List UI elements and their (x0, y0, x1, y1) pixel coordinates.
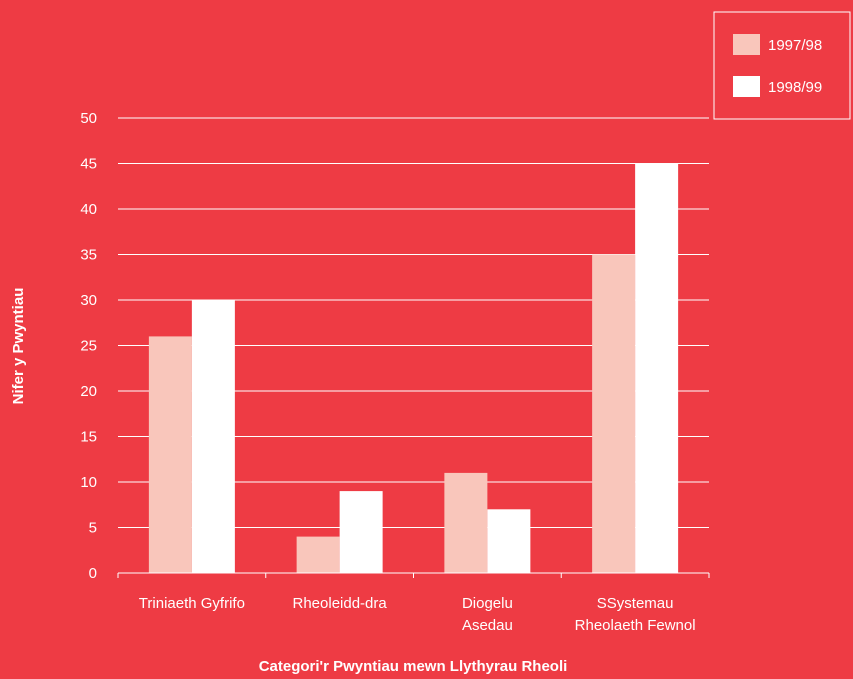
legend-swatch (733, 76, 760, 97)
x-tick-label: Triniaeth Gyfrifo (139, 595, 245, 612)
x-tick-labels: Triniaeth Gyfrifo Rheoleidd-dra Diogelu Ase… (139, 595, 696, 634)
y-tick-label: 25 (80, 338, 97, 355)
y-tick-label: 45 (80, 156, 97, 173)
bar (148, 336, 192, 573)
y-tick-label: 20 (80, 383, 97, 400)
y-tick-label: 0 (89, 565, 97, 582)
x-tick-label: Rheoleidd-dra (293, 595, 388, 612)
legend-label: 1998/99 (768, 79, 822, 96)
x-axis (117, 572, 710, 578)
y-axis-label: Nifer y Pwyntiau (10, 288, 27, 405)
legend-label: 1997/98 (768, 37, 822, 54)
bar (296, 536, 340, 573)
legend: 1997/98 1998/99 (713, 11, 851, 120)
legend-swatch (733, 34, 760, 55)
x-tick-label: SSystemau Rheolaeth Fewnol (575, 595, 696, 634)
x-tick-label: Diogelu Asedau (462, 595, 513, 634)
bar (592, 254, 636, 573)
x-axis-label: Categori'r Pwyntiau mewn Llythyrau Rheol… (259, 658, 568, 675)
legend-box (713, 11, 851, 120)
y-tick-label: 10 (80, 474, 97, 491)
y-tick-label: 15 (80, 429, 97, 446)
bar (635, 163, 679, 573)
y-tick-label: 40 (80, 201, 97, 218)
y-tick-label: 35 (80, 247, 97, 264)
bar (444, 472, 488, 573)
y-tick-labels: 0 5 10 15 20 25 30 35 40 45 50 (80, 110, 97, 582)
y-tick-label: 5 (89, 520, 97, 537)
y-tick-label: 50 (80, 110, 97, 127)
bar (191, 300, 235, 573)
bar (339, 491, 383, 573)
bar (487, 509, 531, 573)
y-tick-label: 30 (80, 292, 97, 309)
bars (148, 163, 679, 573)
